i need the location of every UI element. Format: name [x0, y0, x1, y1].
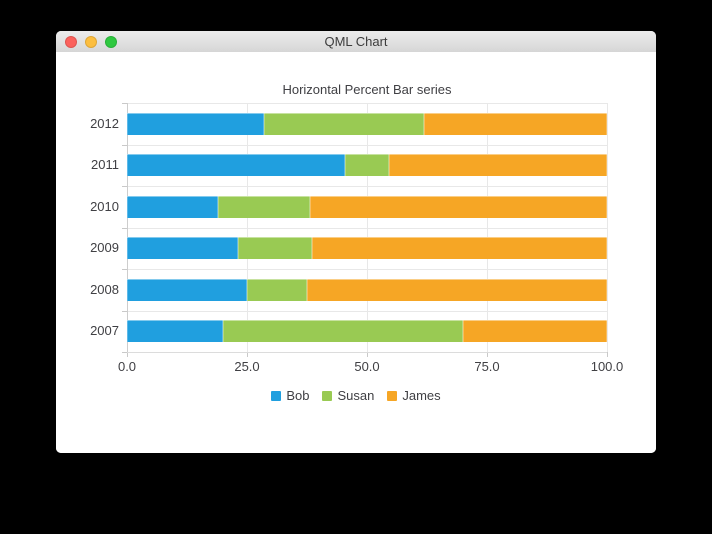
bar-segment-susan — [218, 195, 310, 218]
bar-segment-susan — [264, 112, 425, 135]
legend-item-james: James — [387, 388, 441, 403]
bar-segment-bob — [127, 112, 265, 135]
x-axis-line — [127, 352, 607, 353]
bar-segment-james — [388, 154, 607, 177]
chart-legend: Bob Susan James — [56, 388, 656, 403]
y-axis-tick — [122, 103, 127, 104]
y-axis-tick — [122, 186, 127, 187]
window-controls — [65, 31, 117, 52]
window-titlebar[interactable]: QML Chart — [56, 31, 656, 53]
bar-segment-bob — [127, 278, 247, 301]
zoom-button[interactable] — [105, 35, 117, 48]
horizontal-gridline — [127, 227, 607, 229]
horizontal-gridline — [127, 144, 607, 146]
chart-title: Horizontal Percent Bar series — [282, 82, 452, 97]
bar-segment-susan — [247, 278, 307, 301]
horizontal-gridline — [127, 310, 607, 312]
horizontal-gridline — [127, 103, 607, 104]
bar-segment-james — [463, 320, 607, 343]
legend-marker-icon — [271, 390, 282, 401]
legend-label: Susan — [337, 388, 375, 403]
legend-marker-icon — [387, 390, 398, 401]
x-axis-tick-label: 50.0 — [354, 359, 380, 374]
y-axis-category-label: 2007 — [90, 323, 119, 339]
y-axis-category-label: 2010 — [90, 198, 119, 214]
y-axis-category-label: 2012 — [90, 115, 119, 131]
plot-area: 0.0 25.0 50.0 75.0 100.0 2012 2011 2010 2009 2008… — [90, 103, 623, 374]
bar-segment-james — [311, 237, 607, 260]
x-axis-tick — [247, 352, 248, 357]
bar-segment-susan — [345, 154, 389, 177]
chart-view: Horizontal Percent Bar series 0.0 25.0 50.… — [56, 52, 656, 453]
x-axis-tick — [607, 352, 608, 357]
bar-segment-bob — [127, 154, 346, 177]
x-axis-tick — [487, 352, 488, 357]
x-axis-tick-label: 75.0 — [474, 359, 500, 374]
y-axis-category-label: 2011 — [91, 157, 119, 173]
x-axis-tick-label: 100.0 — [590, 359, 624, 374]
bar-segment-james — [424, 112, 607, 135]
y-axis-tick — [122, 310, 127, 312]
close-button[interactable] — [65, 35, 77, 48]
horizontal-gridline — [127, 269, 607, 270]
y-axis-line — [127, 103, 128, 352]
y-axis-tick — [122, 269, 127, 270]
x-axis-tick — [367, 352, 368, 357]
y-axis-tick — [122, 144, 127, 146]
y-axis-tick — [122, 352, 127, 353]
app-window: QML Chart Horizontal Percent Bar series … — [56, 31, 656, 453]
bar-segment-susan — [223, 320, 463, 343]
bar-segment-james — [307, 278, 607, 301]
y-axis-category-label: 2009 — [90, 240, 119, 256]
window-title: QML Chart — [324, 34, 388, 49]
legend-marker-icon — [322, 390, 333, 401]
bar-segment-susan — [237, 237, 312, 260]
y-axis-category-label: 2008 — [90, 281, 119, 297]
bar-segment-james — [309, 195, 607, 218]
x-axis-tick-label: 25.0 — [234, 359, 260, 374]
legend-item-susan: Susan — [322, 388, 374, 403]
x-axis-tick — [127, 352, 128, 357]
y-axis-tick — [122, 227, 127, 229]
bar-segment-bob — [127, 320, 223, 343]
legend-item-bob: Bob — [271, 388, 309, 403]
x-axis-tick-label: 0.0 — [117, 359, 137, 374]
minimize-button[interactable] — [85, 35, 97, 48]
bar-segment-bob — [127, 237, 238, 260]
bar-segment-bob — [127, 195, 219, 218]
legend-label: James — [402, 388, 441, 403]
horizontal-gridline — [127, 186, 607, 187]
legend-label: Bob — [286, 388, 310, 403]
vertical-gridline — [607, 103, 608, 352]
